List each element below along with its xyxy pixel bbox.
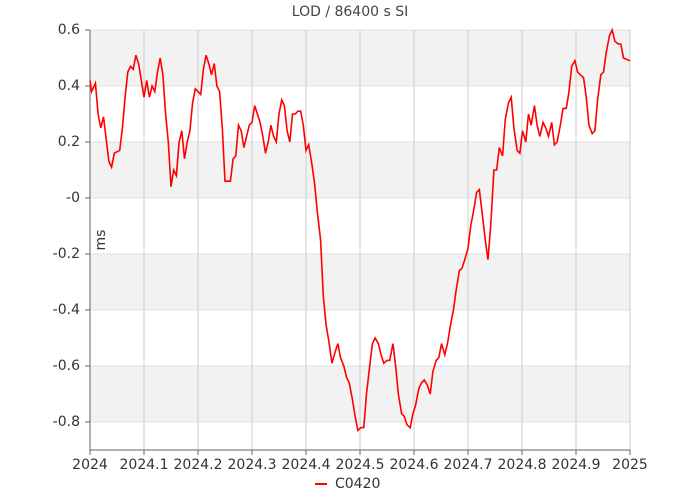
x-tick-label: 2025 — [612, 457, 648, 473]
x-tick-label: 2024.3 — [228, 457, 277, 473]
data-line — [89, 27, 631, 432]
x-tick-label: 2024.9 — [552, 457, 601, 473]
y-tick-label: 0.6 — [58, 22, 80, 38]
x-tick-label: 2024.1 — [120, 457, 169, 473]
x-tick-label: 2024.6 — [390, 457, 439, 473]
x-tick-label: 2024.5 — [336, 457, 385, 473]
y-tick-label: -0.6 — [53, 358, 80, 374]
y-tick-label: 0.2 — [58, 134, 80, 150]
y-tick-label: -0.2 — [53, 246, 80, 262]
x-tick-label: 2024 — [72, 457, 108, 473]
chart-title: LOD / 86400 s SI — [292, 4, 408, 20]
y-axis-label: ms — [93, 230, 109, 251]
y-tick-label: -0.4 — [53, 302, 80, 318]
y-tick-label: 0.4 — [58, 78, 80, 94]
x-tick-label: 2024.4 — [282, 457, 331, 473]
legend-label: C0420 — [335, 476, 380, 492]
y-tick-label: -0.8 — [53, 414, 80, 430]
x-tick-label: 2024.2 — [174, 457, 223, 473]
x-tick-label: 2024.7 — [444, 457, 493, 473]
y-tick-label: -0 — [66, 190, 80, 206]
x-tick-label: 2024.8 — [498, 457, 547, 473]
